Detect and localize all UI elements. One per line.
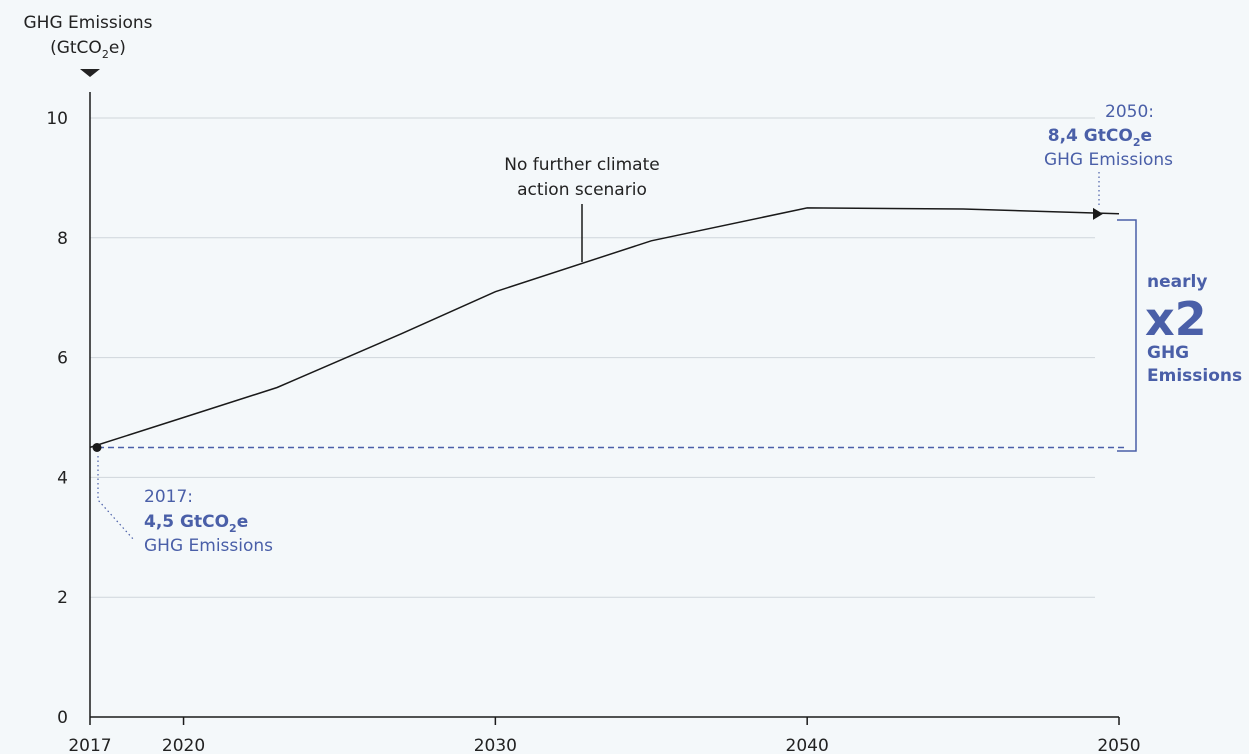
x-tick-label: 2050 (1097, 736, 1140, 754)
x-tick-label: 2020 (162, 736, 205, 754)
bracket-label-ghg: GHG (1147, 343, 1189, 363)
grid-lines (90, 117, 1095, 598)
scenario-label-line2: action scenario (517, 180, 647, 200)
doubling-bracket (1117, 219, 1137, 452)
start-value-label: 4,5 GtCO2e (144, 512, 248, 535)
y-tick-label: 8 (57, 229, 68, 249)
start-leader-line (97, 456, 135, 541)
y-tick-label: 10 (46, 109, 68, 129)
start-caption-label: GHG Emissions (144, 536, 273, 556)
x-tick-label: 2040 (786, 736, 829, 754)
y-axis-marker-icon (80, 69, 100, 77)
plot-area (89, 207, 1128, 452)
end-caption-label: GHG Emissions (1044, 150, 1173, 170)
bracket-label-nearly: nearly (1147, 272, 1207, 292)
start-year-label: 2017: (144, 487, 193, 507)
x-tick-label: 2017 (68, 736, 111, 754)
x-tick-label: 2030 (474, 736, 517, 754)
end-year-label: 2050: (1105, 102, 1154, 122)
y-tick-label: 2 (57, 588, 68, 608)
y-axis-label-line2: (GtCO2e) (50, 38, 126, 61)
emissions-series-line (89, 207, 1120, 449)
bracket-label-emissions: Emissions (1147, 366, 1242, 386)
y-tick-labels: 0 2 4 6 8 10 (46, 109, 68, 728)
end-arrow-icon (1093, 207, 1103, 220)
y-tick-label: 4 (57, 468, 68, 488)
y-axis-label-line1: GHG Emissions (23, 13, 152, 33)
y-tick-label: 6 (57, 349, 68, 369)
start-point-marker (92, 442, 102, 452)
x-axis: 2017 2020 2030 2040 2050 (68, 92, 1141, 754)
scenario-label-line1: No further climate (504, 155, 659, 175)
y-tick-label: 0 (57, 708, 68, 728)
bracket-label-x2: x2 (1145, 292, 1207, 346)
end-value-label: 8,4 GtCO2e (1048, 126, 1152, 149)
